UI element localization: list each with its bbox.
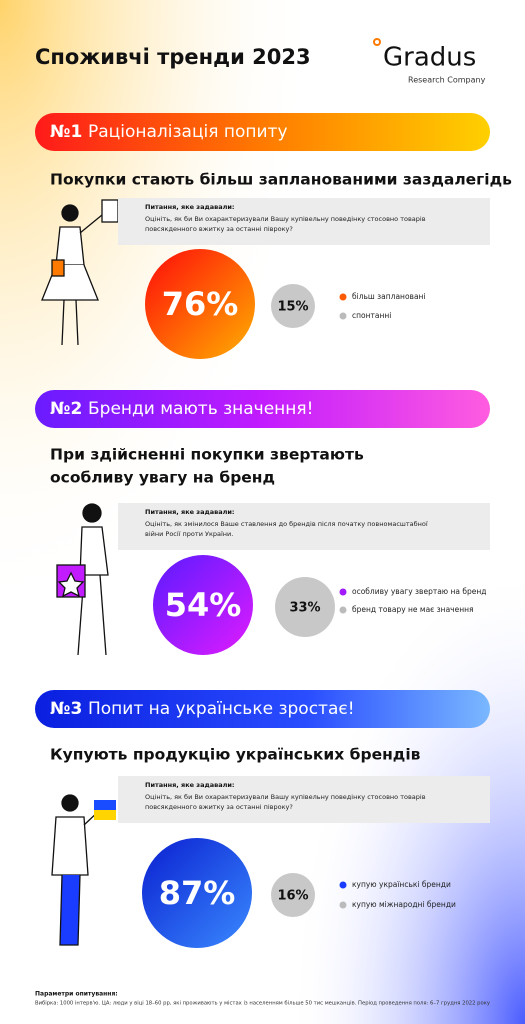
main-value: 87%: [159, 874, 236, 912]
main-value: 76%: [162, 285, 239, 323]
page-title: Споживчі тренди 2023: [35, 45, 311, 69]
legend-dot: [339, 901, 347, 909]
section-heading: Купують продукцію українських брендів: [50, 746, 421, 764]
legend-label: спонтанні: [352, 311, 391, 320]
legend-dot: [339, 312, 347, 320]
legend-label: бренд товару не має значення: [352, 605, 474, 614]
section-number: №3: [50, 699, 82, 719]
section-title: Раціоналізація попиту: [88, 122, 288, 142]
legend-label: купую міжнародні бренди: [352, 900, 456, 909]
legend-label: купую українські бренди: [352, 880, 451, 889]
main-value: 54%: [165, 586, 242, 624]
other-value: 15%: [277, 300, 308, 315]
other-value: 33%: [289, 601, 320, 616]
section-title: Попит на українське зростає!: [88, 699, 355, 719]
question-text: повсякденного вжитку за останні півроку?: [145, 225, 293, 233]
legend-dot: [339, 293, 347, 301]
logo: Gradus: [383, 43, 476, 73]
question-text: війни Росії проти України.: [145, 530, 233, 538]
section-heading: При здійсненні покупки звертають: [50, 446, 364, 464]
legend-label: особливу увагу звертаю на бренд: [352, 587, 486, 596]
section-number: №1: [50, 122, 82, 142]
main-circle: [153, 555, 253, 655]
other-circle: [271, 873, 315, 917]
question-label: Питання, яке задавали:: [145, 508, 235, 516]
question-text: Оцініть, як змінилося Ваше ставлення до …: [145, 520, 428, 528]
legend-dot: [339, 606, 347, 614]
question-text: Оцініть, як би Ви охарактеризували Вашу …: [145, 793, 426, 801]
other-circle: [275, 577, 335, 637]
logo-subtitle: Research Company: [408, 76, 486, 85]
section-heading: Покупки стають більш запланованими зазда…: [50, 171, 512, 189]
question-box: [118, 503, 490, 550]
question-label: Питання, яке задавали:: [145, 203, 235, 211]
other-value: 16%: [277, 889, 308, 904]
question-label: Питання, яке задавали:: [145, 781, 235, 789]
section-heading: особливу увагу на бренд: [50, 469, 275, 487]
illustration: [41, 199, 119, 946]
section-banner: [35, 113, 490, 151]
legend-label: більш заплановані: [352, 292, 426, 301]
main-circle: [145, 249, 255, 359]
legend-dot: [339, 881, 347, 889]
section-number: №2: [50, 399, 82, 419]
legend-dot: [339, 588, 347, 596]
main-circle: [142, 838, 252, 948]
footer-text: Вибірка: 1000 інтерв'ю. ЦА: люди у віці …: [35, 1001, 491, 1007]
logo-dot: [373, 38, 381, 46]
question-text: повсякденного вжитку за останні півроку?: [145, 803, 293, 811]
footer-label: Параметри опитування:: [35, 991, 118, 998]
other-circle: [271, 284, 315, 328]
question-box: [118, 198, 490, 245]
section-banner: [35, 390, 490, 428]
question-box: [118, 776, 490, 823]
question-text: Оцініть, як би Ви охарактеризували Вашу …: [145, 215, 426, 223]
section-banner: [35, 690, 490, 728]
section-title: Бренди мають значення!: [88, 399, 313, 419]
